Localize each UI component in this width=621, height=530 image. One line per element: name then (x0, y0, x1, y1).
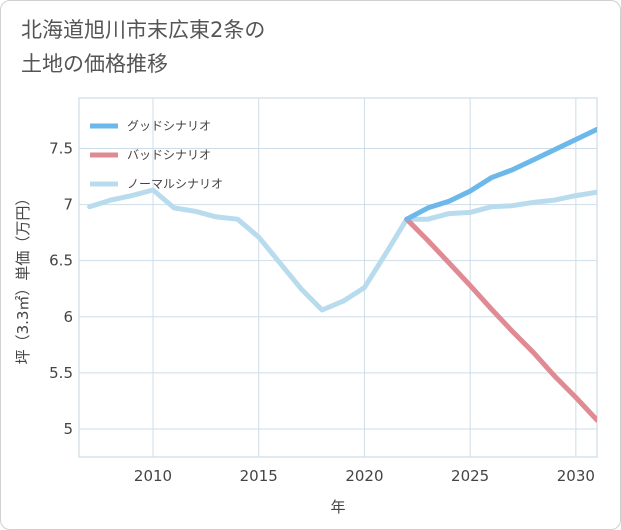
y-tick-label: 5.5 (49, 364, 73, 382)
y-tick-label: 7 (63, 196, 73, 214)
x-tick-label: 2025 (451, 467, 489, 485)
x-tick-label: 2020 (345, 467, 383, 485)
y-axis-label: 坪（3.3㎡）単価（万円） (14, 191, 32, 365)
legend-label: バッドシナリオ (127, 148, 211, 162)
y-tick-label: 6 (63, 308, 73, 326)
tick-labels: 2010 2015 2020 2025 2030 5 5.5 6 6.5 7 7.5 (49, 139, 595, 485)
y-tick-label: 6.5 (49, 252, 73, 270)
x-tick-label: 2010 (134, 467, 172, 485)
x-tick-label: 2030 (557, 467, 595, 485)
series-line (404, 216, 597, 423)
plot-frame (78, 97, 598, 458)
y-tick-label: 5 (63, 420, 73, 438)
chart-title: 北海道旭川市末広東2条の 土地の価格推移 (21, 13, 265, 81)
x-tick-label: 2015 (240, 467, 278, 485)
x-axis-label: 年 (330, 498, 345, 516)
y-tick-label: 7.5 (49, 139, 73, 157)
chart-title-line-1: 北海道旭川市末広東2条の (21, 18, 266, 42)
legend-label: グッドシナリオ (127, 119, 211, 133)
chart-title-line-2: 土地の価格推移 (21, 52, 168, 76)
series-lines (87, 126, 597, 423)
series-line (404, 126, 597, 222)
legend-label: ノーマルシナリオ (127, 177, 223, 191)
series-line (87, 187, 597, 313)
